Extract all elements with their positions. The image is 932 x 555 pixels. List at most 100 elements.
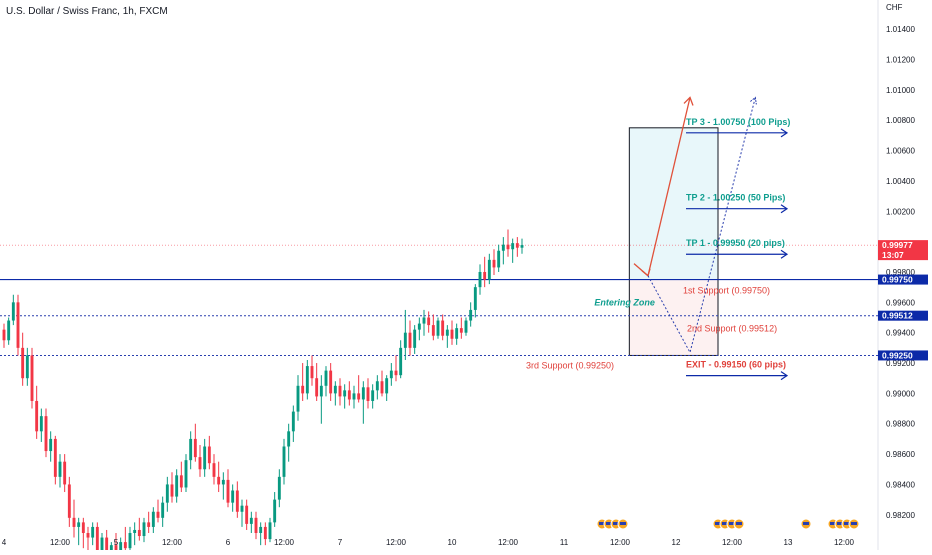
candle-body xyxy=(273,499,277,523)
candle-body xyxy=(81,522,85,533)
candle-body xyxy=(389,370,393,379)
last-price-tag: 0.99977 xyxy=(882,240,913,250)
candle-body xyxy=(240,505,244,512)
y-tick-label: 0.99200 xyxy=(886,359,915,368)
candle-body xyxy=(291,411,295,432)
candle-body xyxy=(436,320,440,336)
candle-body xyxy=(72,517,76,527)
y-tick-label: 0.98800 xyxy=(886,420,915,429)
entering-zone-label: Entering Zone xyxy=(594,297,655,307)
candle-body xyxy=(352,393,356,400)
event-flag-icon xyxy=(736,522,742,525)
candle-body xyxy=(329,370,333,394)
candle-body xyxy=(366,387,370,401)
candle-body xyxy=(212,463,216,477)
level-price-tag-2: 0.99512 xyxy=(882,311,913,321)
candle-body xyxy=(394,370,398,376)
y-tick-label: 1.00200 xyxy=(886,207,915,216)
y-tick-label: 1.00800 xyxy=(886,116,915,125)
price-axis[interactable]: CHF 1.01400 1.01200 1.01000 1.00800 1.00600 1.… xyxy=(878,3,928,520)
candle-body xyxy=(375,381,379,391)
candle-body xyxy=(165,484,169,503)
y-tick-label: 0.98600 xyxy=(886,450,915,459)
candle-body xyxy=(63,461,67,485)
event-flag-icon xyxy=(599,522,605,525)
last-price-tag-countdown: 13:07 xyxy=(882,250,904,260)
events[interactable] xyxy=(596,518,860,530)
event-flag-icon xyxy=(729,522,735,525)
event-flag-icon xyxy=(620,522,626,525)
candle-body xyxy=(16,302,20,348)
candle-body xyxy=(86,533,90,538)
candle-body xyxy=(319,385,323,397)
candle-body xyxy=(492,259,496,268)
projections xyxy=(633,96,757,354)
entry-zone-loss xyxy=(629,279,718,356)
y-tick-label: 0.99000 xyxy=(886,389,915,398)
candle-body xyxy=(296,385,300,412)
event-flag-icon xyxy=(803,522,809,525)
candle-body xyxy=(501,244,505,251)
candle-body xyxy=(403,332,407,348)
candle-body xyxy=(282,446,286,477)
candle-body xyxy=(203,446,207,470)
candle-body xyxy=(380,381,384,394)
y-tick-label: 1.00600 xyxy=(886,147,915,156)
annotation-label-7: EXIT - 0.99150 (60 pips) xyxy=(686,360,786,370)
candle-body xyxy=(338,385,342,397)
y-tick-label: 1.01200 xyxy=(886,56,915,65)
candle-body xyxy=(156,511,160,518)
candle-body xyxy=(324,370,328,386)
annotation-label-6: 3rd Support (0.99250) xyxy=(526,360,614,370)
candle-body xyxy=(231,490,235,503)
candle-body xyxy=(100,537,104,553)
candle-body xyxy=(11,302,15,321)
y-tick-label: 1.01000 xyxy=(886,86,915,95)
x-tick-label: 12:00 xyxy=(722,538,743,547)
annotation-arrow-head-3 xyxy=(780,249,789,259)
x-tick-label: 12:00 xyxy=(50,538,71,547)
candle-body xyxy=(371,390,375,401)
candle-body xyxy=(455,328,459,339)
time-axis[interactable]: 4 12:00 5 12:00 6 12:00 7 12:00 10 12:00 11 12:00 12… xyxy=(2,538,855,547)
x-tick-label: 12 xyxy=(672,538,681,547)
x-tick-label: 12:00 xyxy=(274,538,295,547)
candle-body xyxy=(245,505,249,524)
y-tick-label: 0.99600 xyxy=(886,298,915,307)
x-tick-label: 12:00 xyxy=(386,538,407,547)
candle-body xyxy=(347,390,351,400)
x-tick-label: 12:00 xyxy=(498,538,519,547)
candle-body xyxy=(441,320,445,336)
candle-body xyxy=(123,542,127,549)
candle-body xyxy=(179,475,183,488)
annotation-label-2: TP 2 - 1.00250 (50 Pips) xyxy=(686,193,785,203)
annotation-arrow-head-2 xyxy=(780,204,789,214)
candle-body xyxy=(408,332,412,348)
candle-body xyxy=(315,378,319,397)
annotation-label-4: 1st Support (0.99750) xyxy=(683,286,770,296)
candle-body xyxy=(399,347,403,376)
annotations: TP 3 - 1.00750 (100 Pips) TP 2 - 1.00250 … xyxy=(526,117,790,381)
candle-body xyxy=(49,438,53,452)
x-tick-label: 13 xyxy=(784,538,793,547)
candle-body xyxy=(361,387,365,400)
candle-body xyxy=(357,393,361,400)
candle-body xyxy=(119,542,123,555)
candle-body xyxy=(217,476,221,485)
candle-body xyxy=(7,320,11,341)
candle-body xyxy=(459,328,463,333)
event-flag-icon xyxy=(715,522,721,525)
level-price-tag-1-bg xyxy=(878,274,928,285)
candle-body xyxy=(417,323,421,330)
candle-body xyxy=(473,287,477,310)
candle-body xyxy=(91,526,95,538)
candle-body xyxy=(58,461,62,477)
candle-body xyxy=(450,329,454,339)
candle-body xyxy=(511,243,515,250)
currency-label: CHF xyxy=(886,3,903,12)
candle-body xyxy=(77,522,81,527)
candle-body xyxy=(21,347,25,379)
x-tick-label: 5 xyxy=(114,538,119,547)
